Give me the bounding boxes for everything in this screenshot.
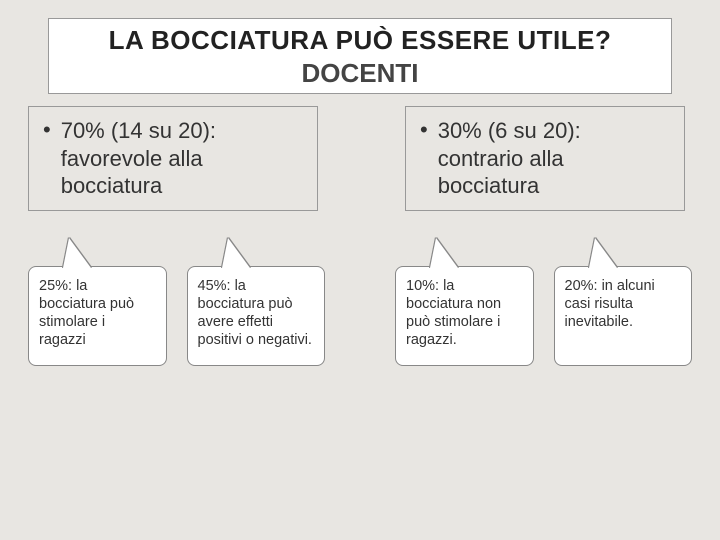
title-box: LA BOCCIATURA PUÒ ESSERE UTILE? DOCENTI bbox=[48, 18, 672, 94]
callout-box: 25%: la bocciatura può stimolare i ragaz… bbox=[28, 266, 167, 366]
callout-tail-icon bbox=[430, 238, 458, 268]
callout-tail-icon bbox=[589, 238, 617, 268]
title-line2: DOCENTI bbox=[59, 58, 661, 89]
right-callout-1: 10%: la bocciatura non può stimolare i r… bbox=[395, 266, 534, 366]
title-line1: LA BOCCIATURA PUÒ ESSERE UTILE? bbox=[59, 25, 661, 56]
bullet-icon: • bbox=[420, 117, 428, 143]
left-callout-2: 45%: la bocciatura può avere effetti pos… bbox=[187, 266, 326, 366]
right-callout-row: 10%: la bocciatura non può stimolare i r… bbox=[395, 266, 692, 366]
callout-text: 20%: in alcuni casi risulta inevitabile. bbox=[565, 278, 655, 330]
callout-tail-icon bbox=[222, 238, 250, 268]
left-column: • 70% (14 su 20): favorevole alla boccia… bbox=[28, 106, 325, 366]
bullet-icon: • bbox=[43, 117, 51, 143]
left-main-point: • 70% (14 su 20): favorevole alla boccia… bbox=[28, 106, 318, 211]
columns: • 70% (14 su 20): favorevole alla boccia… bbox=[28, 106, 692, 366]
left-callout-row: 25%: la bocciatura può stimolare i ragaz… bbox=[28, 266, 325, 366]
left-main-text: 70% (14 su 20): favorevole alla bocciatu… bbox=[61, 117, 303, 200]
callout-text: 45%: la bocciatura può avere effetti pos… bbox=[198, 278, 312, 348]
right-callout-2: 20%: in alcuni casi risulta inevitabile. bbox=[554, 266, 693, 366]
callout-text: 25%: la bocciatura può stimolare i ragaz… bbox=[39, 278, 134, 348]
right-main-point: • 30% (6 su 20): contrario alla bocciatu… bbox=[405, 106, 685, 211]
callout-tail-icon bbox=[63, 238, 91, 268]
callout-box: 20%: in alcuni casi risulta inevitabile. bbox=[554, 266, 693, 366]
right-column: • 30% (6 su 20): contrario alla bocciatu… bbox=[395, 106, 692, 366]
right-main-text: 30% (6 su 20): contrario alla bocciatura bbox=[438, 117, 670, 200]
callout-box: 10%: la bocciatura non può stimolare i r… bbox=[395, 266, 534, 366]
callout-text: 10%: la bocciatura non può stimolare i r… bbox=[406, 278, 501, 348]
callout-box: 45%: la bocciatura può avere effetti pos… bbox=[187, 266, 326, 366]
left-callout-1: 25%: la bocciatura può stimolare i ragaz… bbox=[28, 266, 167, 366]
